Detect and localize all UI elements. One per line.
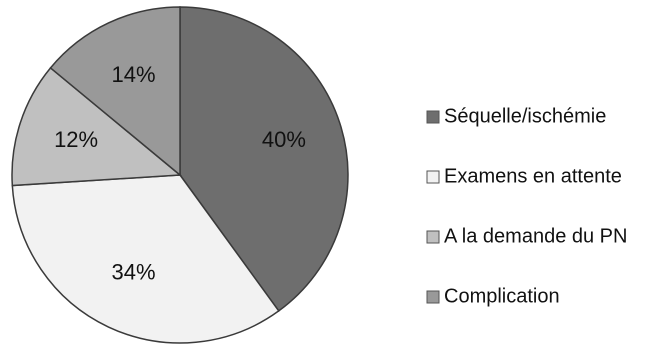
legend-label-2: A la demande du PN (444, 225, 627, 247)
pie-slice-label-3: 14% (111, 62, 155, 87)
pie-slice-3 (49, 6, 181, 177)
legend-swatch-2 (426, 230, 440, 244)
pie-slice-label-0: 40% (262, 127, 306, 152)
legend: Séquelle/ischémie Examens en attente A la … (426, 105, 627, 307)
pie-slice-1 (11, 174, 280, 344)
legend-swatch-3 (426, 290, 440, 304)
legend-label-1: Examens en attente (444, 165, 622, 187)
pie-slice-label-2: 12% (54, 127, 98, 152)
legend-swatch-0 (426, 110, 440, 124)
pie-slices (11, 6, 349, 344)
pie-slice-labels: 40% 34% 12% 14% (54, 62, 306, 285)
legend-label-0: Séquelle/ischémie (444, 105, 606, 127)
legend-label-3: Complication (444, 285, 560, 307)
pie-slice-label-1: 34% (111, 260, 155, 285)
pie-slice-2 (11, 66, 182, 187)
pie-slice-0 (179, 6, 349, 312)
legend-swatch-1 (426, 170, 440, 184)
